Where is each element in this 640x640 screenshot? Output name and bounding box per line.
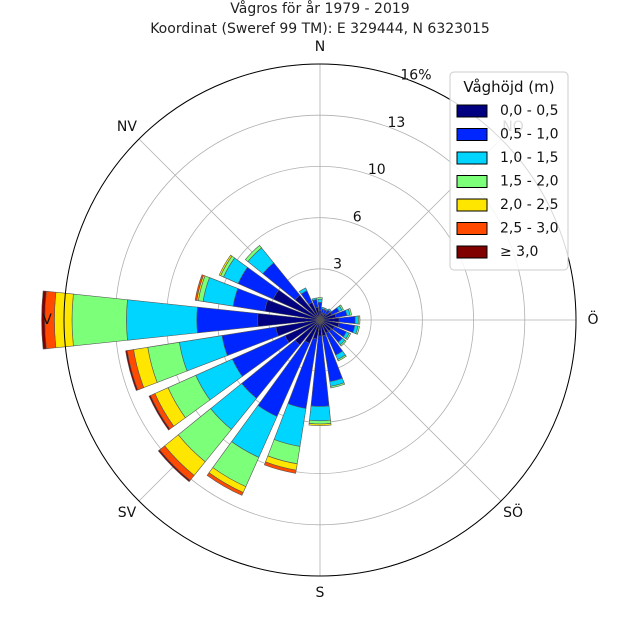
- legend-label-0: 0,0 - 0,5: [500, 103, 558, 119]
- radial-tick-0: 3: [333, 257, 342, 273]
- legend-swatch-6: [456, 245, 488, 259]
- bar-dir105-bin3: [355, 325, 360, 335]
- rose-bars: [41, 244, 361, 496]
- bar-dir180-bin4: [308, 423, 332, 426]
- bar-dir210-bin5: [206, 472, 244, 496]
- legend-swatch-4: [456, 198, 488, 212]
- bar-dir0-bin2: [317, 298, 323, 303]
- bar-dir300-bin4: [218, 254, 233, 277]
- legend: Våghöjd (m) 0,0 - 0,5 0,5 - 1,0 1,0 - 1,5 1…: [449, 71, 569, 271]
- bar-dir285-bin5: [194, 274, 204, 301]
- bar-dir90-bin1: [338, 315, 356, 325]
- bar-dir75-bin3: [347, 308, 352, 316]
- bar-dir240-bin6: [148, 395, 171, 431]
- bar-dir195-bin5: [263, 461, 297, 474]
- bar-dir270-bin1: [196, 306, 259, 334]
- legend-frame: [449, 71, 569, 271]
- legend-swatch-0: [456, 104, 488, 118]
- bar-dir255-bin6: [125, 350, 139, 391]
- bar-dir270-bin3: [71, 293, 128, 347]
- legend-label-5: 2,5 - 3,0: [500, 221, 558, 237]
- legend-label-3: 1,5 - 2,0: [500, 174, 558, 190]
- bar-dir90-bin3: [357, 315, 361, 325]
- chart-title: Vågros för år 1979 - 2019 Koordinat (Swe…: [150, 0, 490, 37]
- direction-label-4: S: [316, 585, 325, 601]
- direction-label-2: Ö: [587, 310, 598, 328]
- legend-swatch-1: [456, 128, 488, 141]
- bar-dir270-bin2: [126, 299, 198, 341]
- radial-tick-2: 10: [368, 162, 386, 178]
- bar-dir30-bin2: [324, 307, 328, 312]
- direction-label-6: V: [42, 312, 52, 328]
- legend-label-6: ≥ 3,0: [500, 244, 538, 260]
- direction-label-0: N: [315, 39, 325, 55]
- radial-tick-labels: 3 6 10 13 16%: [333, 67, 431, 272]
- polar-frame: [63, 63, 577, 577]
- bar-dir225-bin6: [157, 449, 191, 483]
- legend-swatch-3: [456, 175, 488, 188]
- radial-tick-3: 13: [387, 115, 405, 131]
- legend-label-2: 1,0 - 1,5: [500, 150, 558, 166]
- legend-items: 0,0 - 0,5 0,5 - 1,0 1,0 - 1,5 1,5 - 2,0 2,0 …: [456, 103, 558, 260]
- bar-dir120-bin3: [345, 332, 352, 341]
- bar-dir285-bin2: [202, 277, 239, 307]
- bar-dir165-bin3: [330, 382, 346, 389]
- bar-dir0-bin3: [317, 297, 323, 300]
- chart-title-line-2: Koordinat (Sweref 99 TM): E 329444, N 63…: [150, 21, 490, 37]
- bar-dir60-bin3: [338, 304, 344, 311]
- bar-dir315-bin3: [244, 244, 263, 263]
- legend-label-1: 0,5 - 1,0: [500, 127, 558, 143]
- radial-tick-1: 6: [353, 209, 362, 225]
- grid-spoke-3: [319, 319, 502, 502]
- direction-label-3: SÖ: [503, 503, 523, 521]
- bar-dir345-bin2: [311, 297, 318, 301]
- radial-tick-4: 16%: [400, 67, 431, 83]
- legend-swatch-2: [456, 151, 488, 165]
- chart-title-line-1: Vågros för år 1979 - 2019: [230, 0, 409, 17]
- legend-swatch-5: [456, 222, 488, 235]
- bar-dir0-bin1: [317, 302, 323, 311]
- direction-label-5: SV: [118, 505, 137, 521]
- bar-dir180-bin2: [309, 405, 331, 422]
- bar-dir15-bin2: [321, 307, 325, 310]
- bar-dir90-bin2: [354, 315, 359, 325]
- bar-dir45-bin2: [327, 308, 332, 313]
- bar-dir330-bin2: [298, 287, 308, 295]
- legend-title: Våghöjd (m): [463, 78, 554, 96]
- direction-label-7: NV: [117, 119, 137, 135]
- bar-dir135-bin3: [339, 339, 347, 347]
- bar-dir270-bin6: [41, 290, 47, 350]
- legend-label-4: 2,0 - 2,5: [500, 197, 558, 213]
- bar-dir150-bin3: [337, 354, 347, 362]
